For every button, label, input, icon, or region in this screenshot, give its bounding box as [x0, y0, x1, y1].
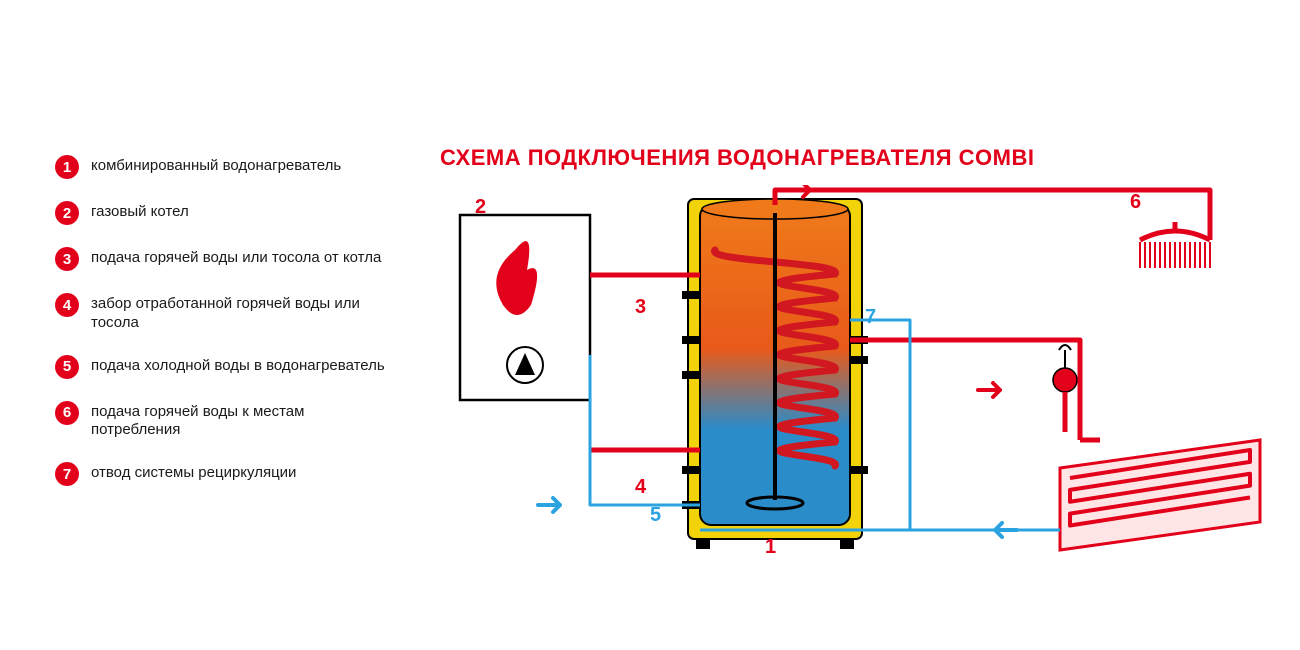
- flow-arrow: [978, 383, 1000, 397]
- legend-label: подача холодной воды в водонагреватель: [91, 355, 385, 376]
- legend-item-6: 6 подача горячей воды к местам потреблени…: [55, 401, 395, 441]
- flow-arrow: [788, 185, 810, 197]
- legend-label: забор отработанной горячей воды или тосо…: [91, 293, 395, 333]
- cold-pipe: [850, 320, 1060, 530]
- flow-arrow: [538, 498, 560, 512]
- diagram-area: 1 2 3 45 6 7: [440, 185, 1270, 565]
- legend-badge: 3: [55, 247, 79, 271]
- legend-label: отвод системы рециркуляции: [91, 462, 296, 483]
- legend-label: подача горячей воды или тосола от котла: [91, 247, 381, 268]
- legend-badge: 6: [55, 401, 79, 425]
- legend-label: газовый котел: [91, 201, 189, 222]
- legend-label: подача горячей воды к местам потребления: [91, 401, 395, 441]
- legend-badge: 1: [55, 155, 79, 179]
- callout-number: 1: [765, 536, 776, 558]
- legend-badge: 2: [55, 201, 79, 225]
- legend: 1 комбинированный водонагреватель 2 газовый…: [55, 155, 395, 508]
- legend-badge: 4: [55, 293, 79, 317]
- legend-label: комбинированный водонагреватель: [91, 155, 341, 176]
- diagram-title: СХЕМА ПОДКЛЮЧЕНИЯ ВОДОНАГРЕВАТЕЛЯ COMBI: [440, 145, 1034, 171]
- callout-number: 3: [635, 296, 646, 318]
- legend-item-3: 3 подача горячей воды или тосола от котла: [55, 247, 395, 271]
- legend-item-5: 5 подача холодной воды в водонагреватель: [55, 355, 395, 379]
- callout-number: 5: [650, 504, 661, 526]
- legend-item-7: 7 отвод системы рециркуляции: [55, 462, 395, 486]
- legend-badge: 7: [55, 462, 79, 486]
- callout-number: 6: [1130, 191, 1141, 213]
- callout-number: 2: [475, 196, 486, 218]
- expansion-vessel: [1053, 368, 1077, 392]
- callout-number: 7: [865, 306, 876, 328]
- legend-item-4: 4 забор отработанной горячей воды или тос…: [55, 293, 395, 333]
- heating-panel: [1060, 440, 1260, 550]
- hot-pipe: [850, 340, 1080, 440]
- legend-item-1: 1 комбинированный водонагреватель: [55, 155, 395, 179]
- shower-head: [1140, 231, 1210, 240]
- legend-badge: 5: [55, 355, 79, 379]
- legend-item-2: 2 газовый котел: [55, 201, 395, 225]
- flow-arrow: [995, 523, 1017, 537]
- callout-number: 4: [635, 476, 647, 498]
